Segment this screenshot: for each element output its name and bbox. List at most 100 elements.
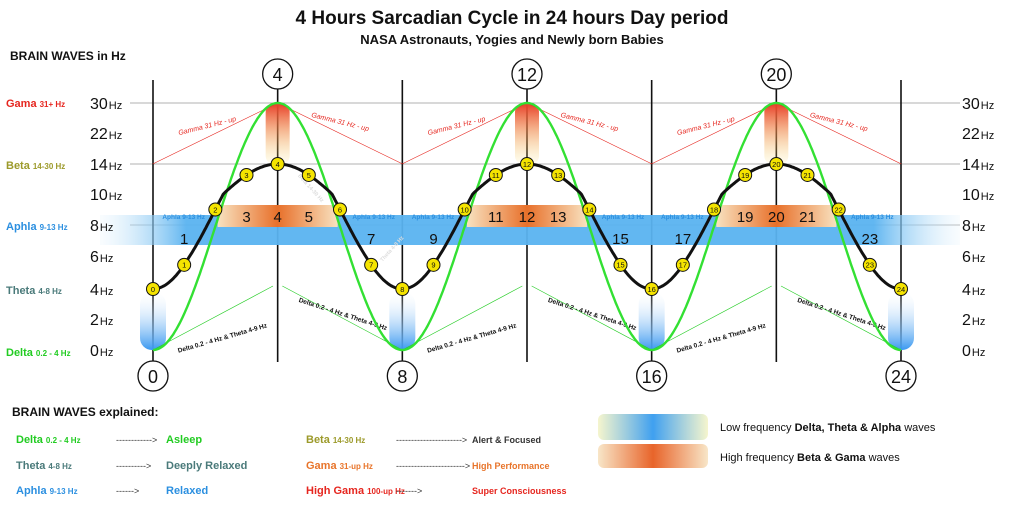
explained-item: Beta 14-30 Hz — [306, 434, 365, 446]
hour-cell-label: 9 — [429, 231, 437, 248]
green-wave-curve — [152, 101, 902, 352]
delta-annotation: Delta 0.2 - 4 Hz & Theta 4-9 Hz — [796, 297, 887, 332]
delta-guide — [780, 285, 902, 351]
gamma-guide — [152, 102, 278, 165]
alpha-annotation: Aphla 9-13 Hz — [412, 214, 455, 221]
delta-guide — [531, 285, 652, 351]
bottom-hour-marker-label: 0 — [148, 367, 158, 387]
legend-high-text: High frequency Beta & Gama waves — [720, 452, 900, 464]
delta-annotation: Delta 0.2 - 4 Hz & Theta 4-9 Hz — [547, 297, 638, 332]
explained-arrow: -------> — [396, 486, 422, 496]
top-hour-marker-label: 4 — [273, 65, 283, 85]
delta-guide — [651, 285, 772, 351]
hour-cell-label: 21 — [799, 209, 816, 226]
gamma-cap — [515, 104, 539, 164]
alpha-annotation: Aphla 9-13 Hz — [661, 214, 704, 221]
delta-capsule — [638, 292, 665, 350]
band-label-gama: Gama 31+ Hz — [6, 98, 65, 110]
explained-state: Deeply Relaxed — [166, 460, 247, 472]
delta-guide — [402, 285, 523, 351]
gamma-annotation: Gamma 31 Hz - up — [676, 116, 735, 137]
hour-node — [301, 167, 316, 182]
hour-cell-label: 23 — [861, 231, 878, 248]
hour-node-label: 8 — [400, 285, 404, 294]
hour-node-label: 15 — [616, 261, 624, 270]
hour-node-label: 9 — [431, 261, 435, 270]
explained-arrow: ----------------------> — [396, 435, 467, 445]
frequency-bands — [100, 104, 960, 350]
hour-node — [208, 202, 223, 217]
hour-node — [551, 167, 566, 182]
explained-arrow: ------> — [116, 486, 139, 496]
band-label-delta: Delta 0.2 - 4 Hz — [6, 347, 71, 359]
hz-tick-right: 8Hz — [962, 218, 985, 235]
hz-tick-right: 14Hz — [962, 157, 994, 174]
hour-cell-label: 1 — [180, 231, 188, 248]
hz-tick-left: 22Hz — [90, 126, 122, 143]
top-hour-marker — [760, 58, 792, 90]
hour-node-label: 0 — [151, 285, 155, 294]
alpha-annotation: Aphla 9-13 Hz — [851, 214, 894, 221]
explained-heading: BRAIN WAVES explained: — [12, 405, 158, 419]
hour-cell-label: 4 — [273, 209, 281, 226]
hour-node-label: 22 — [834, 205, 842, 214]
hour-cell-label: 19 — [737, 209, 754, 226]
hour-cell-label: 20 — [768, 209, 785, 226]
top-hour-marker — [511, 58, 543, 90]
hz-tick-right: 10Hz — [962, 187, 994, 204]
explained-arrow: -----------------------> — [396, 461, 470, 471]
gamma-annotation: Gamma 31 Hz - up — [427, 116, 486, 137]
explained-state: Asleep — [166, 434, 202, 446]
hz-tick-left: 6Hz — [90, 249, 113, 266]
delta-guide — [152, 285, 274, 351]
gamma-cap — [764, 104, 789, 164]
hz-tick-left: 14Hz — [90, 157, 122, 174]
top-hour-marker — [262, 58, 294, 90]
hour-node — [831, 202, 846, 217]
hz-tick-left: 10Hz — [90, 187, 122, 204]
delta-annotation: Delta 0.2 - 4 Hz & Theta 4-9 Hz — [298, 297, 389, 332]
hour-node — [675, 257, 690, 272]
hz-tick-left: 8Hz — [90, 218, 113, 235]
delta-annotation: Delta 0.2 - 4 Hz & Theta 4-9 Hz — [177, 322, 269, 354]
hour-node-label: 19 — [741, 171, 749, 180]
hour-node-label: 5 — [307, 171, 311, 180]
hour-cell-label: 17 — [674, 231, 691, 248]
hz-tick-left: 30Hz — [90, 96, 122, 113]
hz-tick-right: 0Hz — [962, 343, 985, 360]
brain-waves-heading: BRAIN WAVES in Hz — [10, 49, 126, 63]
delta-capsule — [389, 292, 416, 350]
hour-cell-label: 12 — [519, 209, 536, 226]
gamma-annotation: Gamma 31 Hz - up — [809, 112, 868, 133]
hz-tick-left: 2Hz — [90, 312, 113, 329]
delta-guide — [282, 285, 403, 351]
hour-node-label: 18 — [710, 205, 718, 214]
bottom-hour-marker-label: 8 — [397, 367, 407, 387]
hour-node-label: 24 — [897, 285, 905, 294]
hour-node-label: 7 — [369, 261, 373, 270]
hour-node — [488, 167, 503, 182]
hour-node — [270, 157, 285, 171]
gamma-guide — [526, 102, 653, 165]
gamma-annotation: Gamma 31 Hz - up — [560, 112, 619, 133]
hour-node-label: 17 — [679, 261, 687, 270]
alpha-annotation: Aphla 9-13 Hz — [602, 214, 645, 221]
explained-state: Relaxed — [166, 485, 208, 497]
bottom-hour-marker — [137, 360, 169, 392]
hour-cell-label: 15 — [612, 231, 629, 248]
hour-node — [707, 202, 721, 217]
hour-node — [862, 257, 877, 272]
explained-state: Alert & Focused — [472, 435, 541, 445]
explained-state: High Performance — [472, 461, 550, 471]
bottom-hour-marker-label: 16 — [642, 367, 662, 387]
hour-node-label: 11 — [492, 171, 500, 180]
hour-node — [333, 202, 347, 217]
hour-node-label: 1 — [182, 261, 186, 270]
gamma-guide — [277, 102, 403, 165]
hour-node-label: 4 — [276, 160, 280, 169]
hz-tick-left: 0Hz — [90, 343, 113, 360]
bottom-hour-marker — [885, 360, 917, 392]
